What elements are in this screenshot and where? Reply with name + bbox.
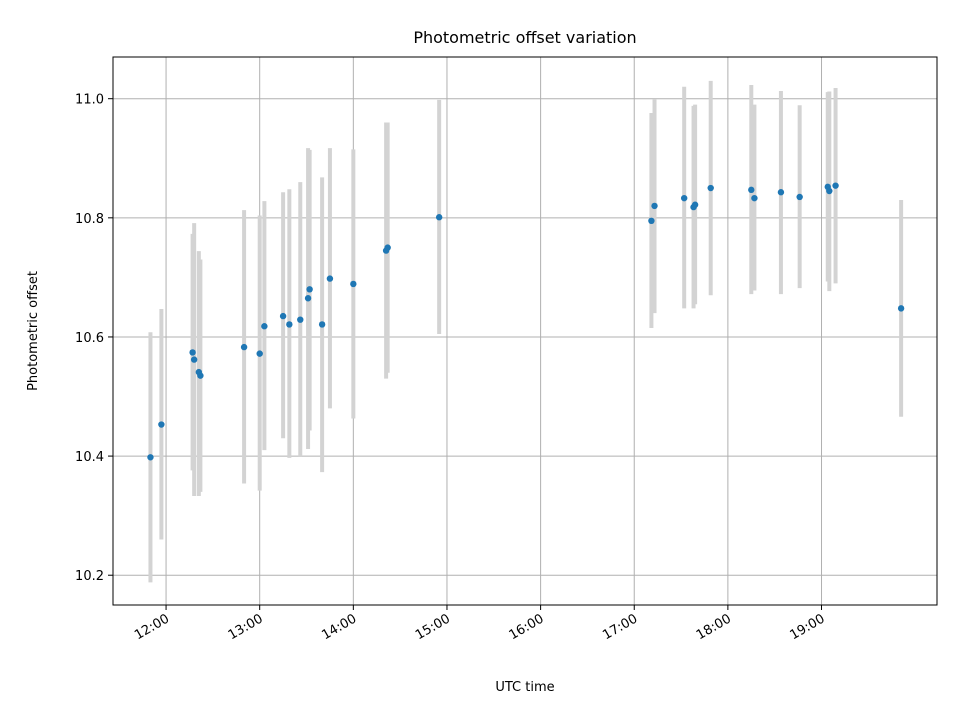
data-point (826, 187, 833, 195)
data-point (256, 350, 263, 357)
data-point (707, 184, 714, 192)
data-point (897, 305, 905, 312)
data-point (304, 295, 312, 302)
data-point (384, 244, 391, 251)
data-point (748, 186, 755, 194)
data-point (326, 275, 334, 282)
data-point (318, 321, 326, 328)
y-tick-label: 10.4 (75, 450, 104, 465)
plot-frame (112, 56, 938, 606)
data-point (189, 349, 196, 356)
data-point (279, 312, 287, 320)
data-point (197, 372, 204, 379)
y-axis-label: Photometric offset (26, 271, 41, 391)
data-point (832, 182, 839, 189)
y-tick-label: 11.0 (75, 93, 104, 108)
data-point (158, 421, 165, 428)
data-point (350, 280, 357, 288)
grid-layer (113, 57, 937, 605)
data-point (691, 201, 699, 208)
y-tick-label: 10.8 (75, 212, 104, 227)
data-point (777, 189, 785, 196)
data-point (651, 202, 658, 210)
data-point (680, 194, 688, 202)
data-point (286, 321, 293, 328)
point-layer (147, 182, 905, 461)
data-point (751, 194, 758, 202)
x-axis-label: UTC time (495, 680, 554, 695)
data-point (240, 343, 248, 351)
y-tick-label: 10.2 (75, 569, 104, 584)
data-point (435, 214, 443, 221)
data-point (190, 356, 198, 363)
data-point (297, 316, 304, 323)
y-tick-label: 10.6 (75, 331, 104, 346)
data-point (306, 286, 313, 293)
chart-title: Photometric offset variation (413, 28, 636, 47)
data-point (648, 217, 655, 225)
data-point (147, 454, 154, 461)
data-point (796, 193, 803, 201)
data-point (261, 323, 268, 330)
